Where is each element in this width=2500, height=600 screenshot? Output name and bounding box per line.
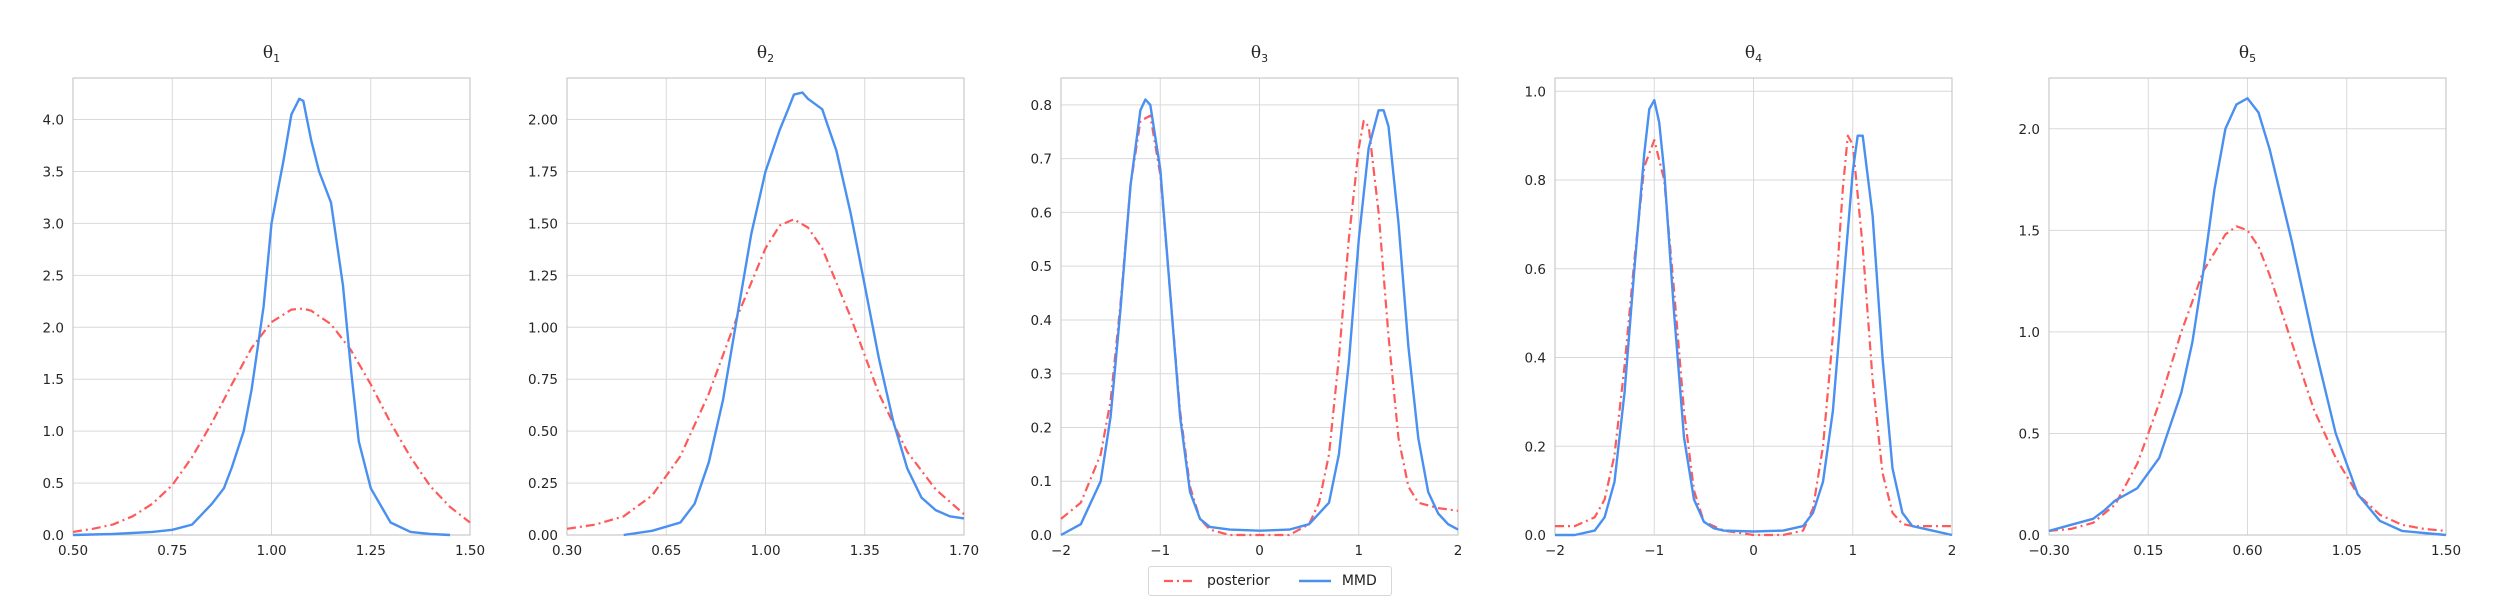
legend-item-mmd: MMD bbox=[1298, 573, 1377, 589]
legend-swatch-mmd bbox=[1298, 579, 1331, 583]
x-tick-label: 1 bbox=[1354, 543, 1363, 559]
series-line-mmd bbox=[72, 97, 451, 537]
y-tick-label: 0.50 bbox=[528, 424, 558, 440]
y-tick-label: 2.00 bbox=[528, 113, 558, 129]
x-tick-label: 0.60 bbox=[2232, 543, 2262, 559]
x-tick-label: 1.00 bbox=[750, 543, 780, 559]
y-tick-label: 0.5 bbox=[2019, 426, 2040, 442]
panel-title: θ5 bbox=[2239, 43, 2256, 65]
y-tick-label: 2.0 bbox=[43, 320, 64, 336]
panel-3: −2 −1 0 1 2 0.0 0.1 0.2 0.3 0.4 0.5 0.6 0.7 0.8 θ3 bbox=[1031, 43, 1463, 559]
x-tick-label: −2 bbox=[1051, 543, 1071, 559]
y-tick-label: 0.75 bbox=[528, 372, 558, 388]
y-tick-label: 0.00 bbox=[528, 528, 558, 544]
panel-5: −0.30 0.15 0.60 1.05 1.50 0.0 0.5 1.0 1.5 2.0 θ5 bbox=[2019, 43, 2462, 559]
x-tick-label: −0.30 bbox=[2028, 543, 2069, 559]
x-tick-label: 0.50 bbox=[58, 543, 88, 559]
series-line-posterior bbox=[566, 218, 965, 530]
x-tick-label: 1.50 bbox=[455, 543, 485, 559]
y-tick-label: 1.5 bbox=[43, 372, 64, 388]
panel-title: θ1 bbox=[263, 43, 280, 65]
y-tick-label: 1.50 bbox=[528, 216, 558, 232]
y-tick-label: 0.5 bbox=[43, 476, 64, 492]
series-line-posterior bbox=[1060, 114, 1459, 537]
y-tick-label: 0.1 bbox=[1031, 474, 1052, 490]
axes-frame bbox=[72, 77, 471, 536]
legend-label-mmd: MMD bbox=[1341, 573, 1377, 589]
y-tick-label: 1.00 bbox=[528, 320, 558, 336]
x-tick-label: 0.30 bbox=[552, 543, 582, 559]
y-tick-label: 0.7 bbox=[1031, 152, 1052, 168]
x-tick-label: 1.00 bbox=[256, 543, 286, 559]
panel-title: θ3 bbox=[1251, 43, 1268, 65]
y-tick-label: 0.8 bbox=[1031, 98, 1052, 114]
y-tick-label: 0.4 bbox=[1525, 351, 1546, 367]
y-tick-label: 0.5 bbox=[1031, 259, 1052, 275]
y-tick-label: 0.3 bbox=[1031, 367, 1052, 383]
y-tick-label: 0.2 bbox=[1525, 439, 1546, 455]
x-tick-label: 1.35 bbox=[850, 543, 880, 559]
x-tick-label: −1 bbox=[1150, 543, 1170, 559]
x-tick-label: 2 bbox=[1948, 543, 1957, 559]
panel-title: θ2 bbox=[757, 43, 774, 65]
y-tick-label: 2.0 bbox=[2019, 122, 2040, 138]
x-tick-label: 0.15 bbox=[2133, 543, 2163, 559]
legend-item-posterior: posterior bbox=[1163, 573, 1270, 589]
y-tick-label: 0.8 bbox=[1525, 173, 1546, 189]
x-tick-label: 1.50 bbox=[2431, 543, 2461, 559]
panel-4: −2 −1 0 1 2 0.0 0.2 0.4 0.6 0.8 1.0 θ4 bbox=[1525, 43, 1957, 559]
y-tick-label: 0.0 bbox=[43, 528, 64, 544]
axes-frame bbox=[566, 77, 965, 536]
series-line-posterior bbox=[2048, 225, 2447, 532]
x-tick-label: 0.65 bbox=[651, 543, 681, 559]
x-tick-label: 1.25 bbox=[356, 543, 386, 559]
panel-1: 0.50 0.75 1.00 1.25 1.50 0.0 0.5 1.0 1.5 2.0 2.5 3.… bbox=[43, 43, 486, 559]
y-tick-label: 0.0 bbox=[2019, 528, 2040, 544]
y-tick-label: 1.0 bbox=[2019, 325, 2040, 341]
series-line-mmd bbox=[1555, 98, 1953, 537]
y-tick-label: 0.0 bbox=[1031, 528, 1052, 544]
x-tick-label: 0.75 bbox=[157, 543, 187, 559]
y-tick-label: 0.6 bbox=[1031, 205, 1052, 221]
y-tick-label: 1.0 bbox=[43, 424, 64, 440]
y-tick-label: 0.0 bbox=[1525, 528, 1546, 544]
x-tick-label: −2 bbox=[1545, 543, 1565, 559]
panel-2: 0.30 0.65 1.00 1.35 1.70 0.00 0.25 0.50 0.75 1.00… bbox=[528, 43, 979, 559]
y-tick-label: 4.0 bbox=[43, 113, 64, 129]
panel-title: θ4 bbox=[1745, 43, 1762, 65]
x-tick-label: −1 bbox=[1644, 543, 1664, 559]
axes-frame bbox=[2048, 77, 2447, 536]
series-line-mmd bbox=[1060, 98, 1459, 537]
legend-swatch-posterior bbox=[1164, 579, 1196, 583]
series-line-mmd bbox=[2048, 97, 2447, 537]
x-tick-label: 0 bbox=[1255, 543, 1264, 559]
series-line-posterior bbox=[1555, 134, 1952, 537]
y-tick-label: 0.25 bbox=[528, 476, 558, 492]
y-tick-label: 0.4 bbox=[1031, 313, 1052, 329]
x-tick-label: 1.70 bbox=[949, 543, 979, 559]
x-tick-label: 1.05 bbox=[2332, 543, 2362, 559]
x-tick-label: 0 bbox=[1749, 543, 1758, 559]
x-tick-label: 2 bbox=[1454, 543, 1463, 559]
y-tick-label: 1.75 bbox=[528, 164, 558, 180]
y-tick-label: 1.5 bbox=[2019, 223, 2040, 239]
y-tick-label: 1.25 bbox=[528, 268, 558, 284]
y-tick-label: 0.6 bbox=[1525, 262, 1546, 278]
y-tick-label: 0.2 bbox=[1031, 420, 1052, 436]
series-line-mmd bbox=[623, 91, 965, 537]
y-tick-label: 3.5 bbox=[43, 164, 64, 180]
x-tick-label: 1 bbox=[1848, 543, 1857, 559]
y-tick-label: 3.0 bbox=[43, 216, 64, 232]
legend: posterior MMD bbox=[1148, 566, 1392, 596]
y-tick-label: 2.5 bbox=[43, 268, 64, 284]
legend-label-posterior: posterior bbox=[1207, 573, 1270, 589]
y-tick-label: 1.0 bbox=[1525, 84, 1546, 100]
